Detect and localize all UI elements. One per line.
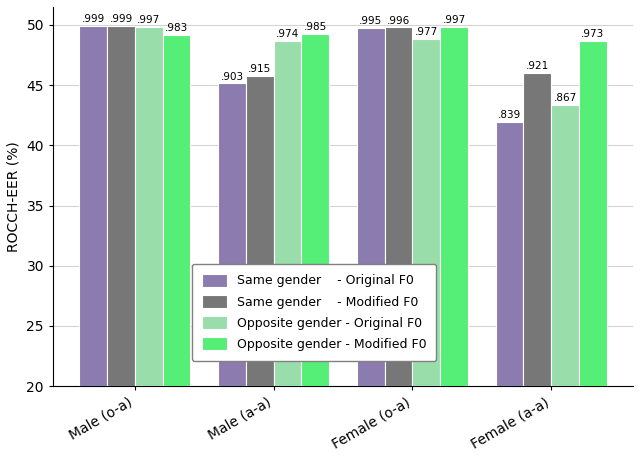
Bar xyxy=(163,35,191,458)
Text: .985: .985 xyxy=(303,22,327,32)
Text: .921: .921 xyxy=(525,61,549,71)
Text: .997: .997 xyxy=(137,15,161,25)
Text: .903: .903 xyxy=(220,71,244,82)
Bar xyxy=(107,26,135,458)
Text: .867: .867 xyxy=(554,93,577,103)
Bar xyxy=(551,105,579,458)
Text: .999: .999 xyxy=(109,14,132,24)
Text: .983: .983 xyxy=(165,23,188,33)
Text: .997: .997 xyxy=(442,15,466,25)
Text: .974: .974 xyxy=(276,29,299,39)
Text: .977: .977 xyxy=(415,27,438,37)
Bar xyxy=(274,41,301,458)
Bar xyxy=(79,26,107,458)
Legend: Same gender    - Original F0, Same gender    - Modified F0, Opposite gender - Or: Same gender - Original F0, Same gender -… xyxy=(192,264,436,361)
Bar xyxy=(524,72,551,458)
Text: .839: .839 xyxy=(498,110,521,120)
Bar xyxy=(579,41,607,458)
Text: .995: .995 xyxy=(359,16,383,26)
Text: .973: .973 xyxy=(581,29,604,39)
Bar xyxy=(301,34,329,458)
Text: .996: .996 xyxy=(387,16,410,26)
Bar xyxy=(218,83,246,458)
Bar xyxy=(357,28,385,458)
Bar xyxy=(412,39,440,458)
Text: .999: .999 xyxy=(82,14,105,24)
Bar xyxy=(496,122,524,458)
Bar xyxy=(135,27,163,458)
Bar xyxy=(385,27,412,458)
Text: .915: .915 xyxy=(248,64,271,74)
Bar xyxy=(246,76,274,458)
Y-axis label: ROCCH-EER (%): ROCCH-EER (%) xyxy=(7,141,21,252)
Bar xyxy=(440,27,468,458)
